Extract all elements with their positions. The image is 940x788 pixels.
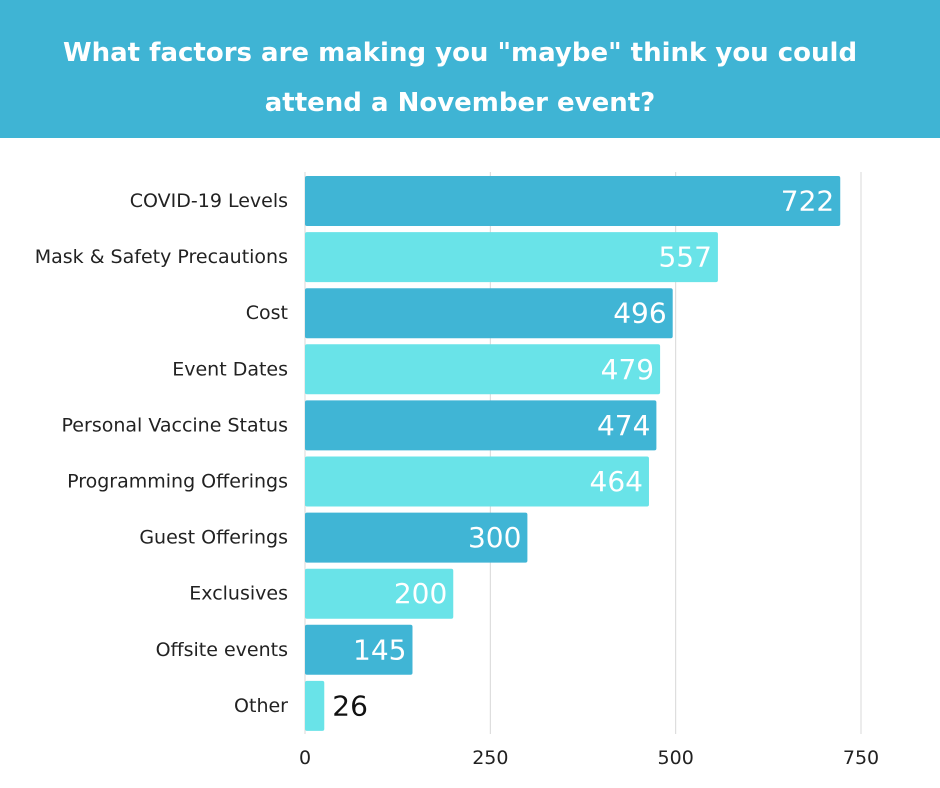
bar-4 <box>305 400 657 451</box>
category-label-1: Mask & Safety Precautions <box>35 246 288 268</box>
x-tick-label-500: 500 <box>658 747 694 769</box>
bar-8 <box>305 624 413 675</box>
category-label-6: Guest Offerings <box>139 527 288 549</box>
x-tick-label-250: 250 <box>472 747 508 769</box>
value-label-9: 26 <box>332 689 368 722</box>
value-label-6: 300 <box>468 521 521 554</box>
bar-7 <box>305 568 454 619</box>
category-label-4: Personal Vaccine Status <box>62 414 288 436</box>
value-label-5: 464 <box>590 465 643 498</box>
x-tick-label-0: 0 <box>299 747 311 769</box>
value-label-4: 474 <box>597 409 650 442</box>
category-label-8: Offsite events <box>156 639 288 661</box>
x-tick-label-750: 750 <box>843 747 879 769</box>
category-label-9: Other <box>234 695 288 717</box>
bar-9 <box>305 680 325 731</box>
bar-5 <box>305 456 649 507</box>
value-label-2: 496 <box>613 297 666 330</box>
category-label-5: Programming Offerings <box>67 471 288 493</box>
category-label-0: COVID-19 Levels <box>130 190 288 212</box>
value-label-0: 722 <box>781 185 834 218</box>
value-label-7: 200 <box>394 577 447 610</box>
chart-header: What factors are making you "maybe" thin… <box>0 0 940 138</box>
category-label-7: Exclusives <box>189 583 288 605</box>
bar-2 <box>305 288 673 339</box>
value-label-8: 145 <box>353 633 406 666</box>
bar-3 <box>305 344 661 395</box>
bar-1 <box>305 232 718 283</box>
bar-chart: 722 COVID-19 Levels 557 Mask & Safety Preca… <box>35 172 879 769</box>
category-label-3: Event Dates <box>172 358 288 380</box>
bar-0 <box>305 176 841 226</box>
value-label-1: 557 <box>658 241 711 274</box>
value-label-3: 479 <box>601 353 654 386</box>
bar-6 <box>305 512 528 563</box>
chart-title: What factors are making you "maybe" thin… <box>62 38 858 118</box>
category-label-2: Cost <box>246 302 288 324</box>
